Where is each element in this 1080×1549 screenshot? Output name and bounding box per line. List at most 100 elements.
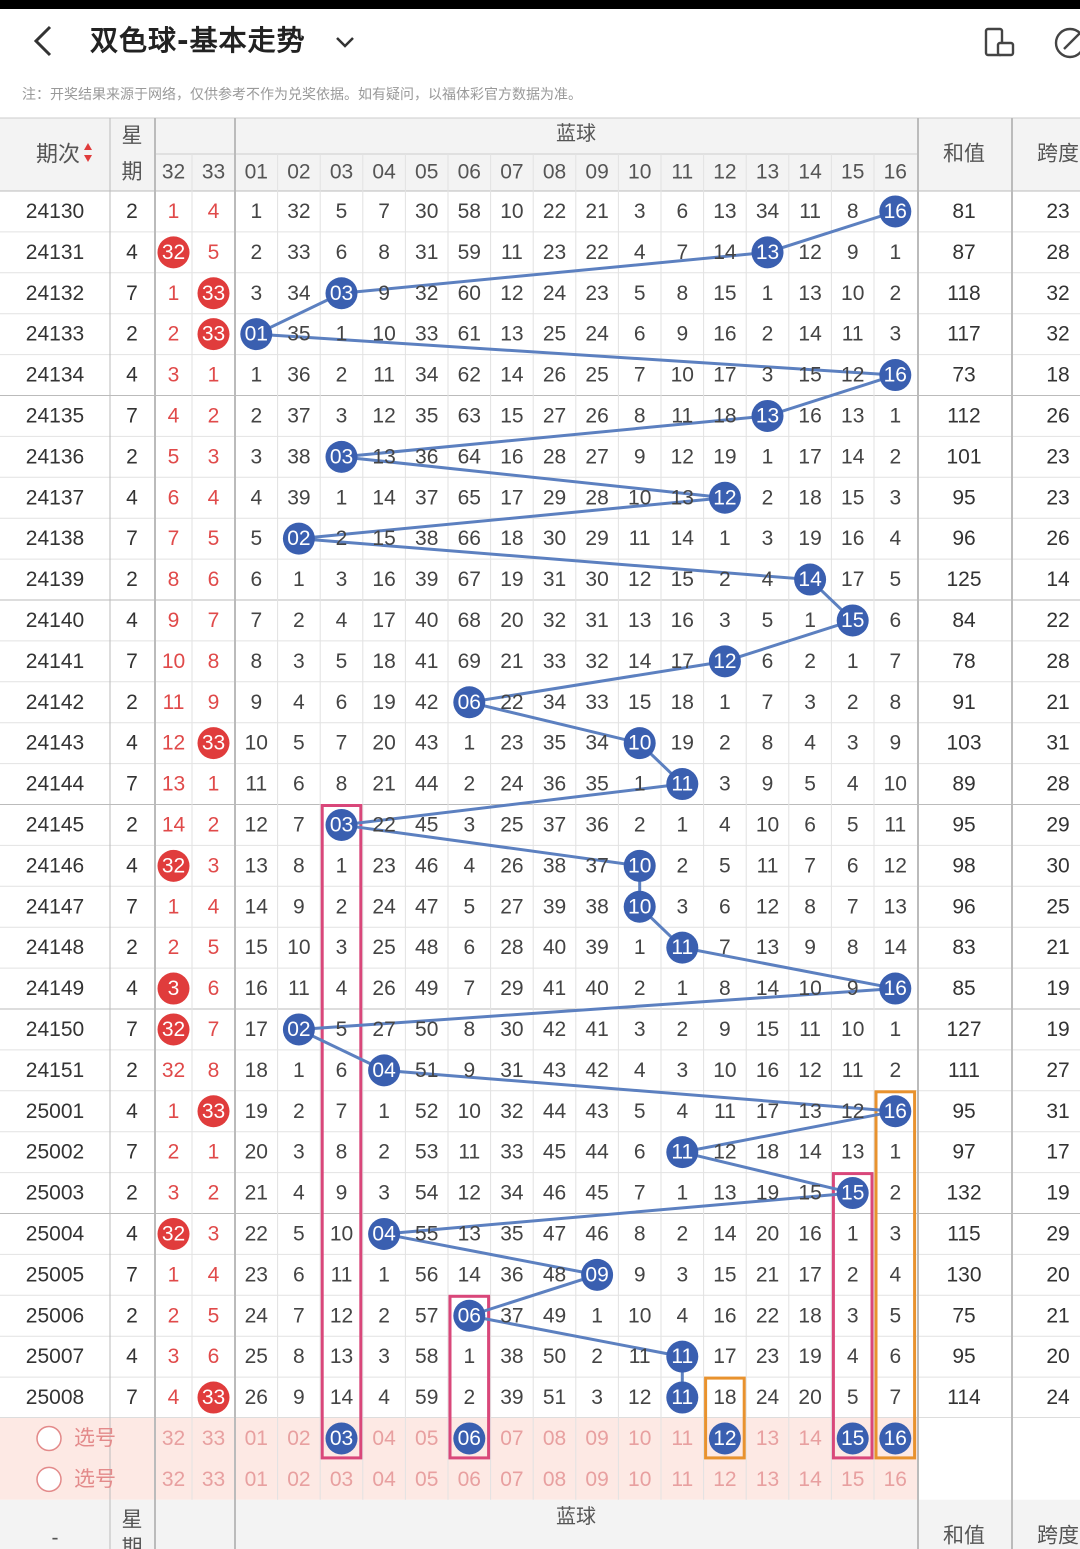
footer-header-bg	[0, 1499, 1080, 1549]
blue-cell: 39	[500, 1386, 523, 1409]
tail-cell: 3	[208, 1222, 220, 1245]
blue-cell: 34	[756, 200, 780, 223]
page-title[interactable]: 双色球-基本走势	[90, 24, 306, 57]
select-ball-option[interactable]: 01	[245, 1427, 268, 1450]
blue-cell: 2	[676, 1222, 688, 1245]
blue-cell: 16	[841, 527, 864, 550]
share-button[interactable]	[1050, 23, 1080, 63]
selected-ball-number[interactable]: 15	[841, 1427, 864, 1450]
blue-cell: 9	[463, 1059, 475, 1082]
select-ball-option[interactable]: 07	[500, 1468, 523, 1491]
sort-up-icon[interactable]	[84, 143, 92, 150]
selected-ball-marker[interactable]	[836, 1422, 869, 1455]
select-ball-option[interactable]: 05	[415, 1468, 438, 1491]
blue-cell: 68	[458, 609, 481, 632]
blue-cell: 3	[250, 445, 262, 468]
select-ball-option[interactable]: 16	[884, 1468, 907, 1491]
select-ball-option[interactable]: 11	[671, 1468, 693, 1491]
select-ball-option[interactable]: 08	[543, 1468, 566, 1491]
blue-cell: 3	[463, 813, 475, 836]
blue-cell: 10	[372, 323, 395, 346]
period-cell: 24146	[26, 854, 84, 877]
select-ball-option[interactable]: 11	[671, 1427, 693, 1450]
blue-cell: 18	[798, 1304, 821, 1327]
blue-cell: 7	[463, 977, 475, 1000]
select-ball-option[interactable]: 04	[372, 1427, 396, 1450]
selected-ball-marker[interactable]	[453, 1422, 486, 1455]
blue-cell: 8	[676, 282, 688, 305]
blue-cell: 37	[415, 486, 438, 509]
select-tail-option[interactable]: 32	[162, 1468, 185, 1491]
highlight-box-16	[874, 1090, 917, 1460]
select-ball-option[interactable]: 10	[628, 1427, 651, 1450]
blue-cell: 9	[378, 282, 390, 305]
back-button[interactable]	[22, 19, 66, 63]
selected-ball-marker[interactable]	[879, 1422, 912, 1455]
blue-cell: 5	[336, 650, 348, 673]
select-ball-option[interactable]: 12	[713, 1468, 736, 1491]
select-tail-option[interactable]: 33	[202, 1427, 225, 1450]
select-radio[interactable]	[36, 1466, 62, 1493]
blue-cell: 3	[676, 1059, 688, 1082]
selected-ball-marker[interactable]	[708, 1422, 741, 1455]
selected-ball-marker[interactable]	[325, 1422, 358, 1455]
blue-cell: 10	[841, 282, 864, 305]
select-ball-option[interactable]: 08	[543, 1427, 566, 1450]
select-ball-option[interactable]: 14	[798, 1427, 822, 1450]
blue-cell: 1	[847, 650, 859, 673]
blue-cell: 7	[889, 1386, 901, 1409]
blue-cell: 46	[543, 1182, 566, 1205]
blue-cell: 15	[500, 404, 523, 427]
blue-cell: 12	[841, 1100, 864, 1123]
select-ball-option[interactable]: 01	[245, 1468, 268, 1491]
select-ball-option[interactable]: 09	[585, 1427, 608, 1450]
blue-cell: 1	[676, 1182, 688, 1205]
select-ball-option[interactable]: 05	[415, 1427, 438, 1450]
blue-ball-marker	[751, 236, 784, 269]
blue-cell: 1	[676, 813, 688, 836]
blue-cell: 9	[847, 977, 859, 1000]
blue-cell: 22	[245, 1222, 268, 1245]
select-ball-option[interactable]: 10	[628, 1468, 651, 1491]
select-ball-option[interactable]: 03	[330, 1468, 353, 1491]
blue-ball-number: 16	[884, 977, 907, 1000]
blue-cell: 1	[762, 445, 774, 468]
blue-cell: 2	[889, 1182, 901, 1205]
blue-cell: 5	[634, 282, 646, 305]
blue-cell: 8	[634, 1222, 646, 1245]
select-ball-option[interactable]: 02	[287, 1427, 310, 1450]
select-ball-option[interactable]: 13	[756, 1427, 779, 1450]
select-radio[interactable]	[36, 1425, 62, 1452]
select-ball-option[interactable]: 13	[756, 1468, 779, 1491]
blue-cell: 8	[847, 200, 859, 223]
blue-cell: 17	[713, 1345, 736, 1368]
select-ball-option[interactable]: 04	[372, 1468, 396, 1491]
select-ball-option[interactable]: 06	[458, 1468, 481, 1491]
layout-toggle-button[interactable]	[980, 23, 1020, 63]
selected-ball-number[interactable]: 06	[458, 1427, 481, 1450]
period-cell: 24144	[26, 773, 85, 796]
select-ball-option[interactable]: 14	[798, 1468, 822, 1491]
selected-ball-number[interactable]: 12	[713, 1427, 736, 1450]
week-cell: 7	[126, 1018, 138, 1041]
blue-cell: 34	[415, 364, 439, 387]
blue-cell: 57	[415, 1304, 438, 1327]
sort-down-icon[interactable]	[84, 155, 92, 162]
span-cell: 22	[1046, 609, 1069, 632]
blue-cell: 16	[798, 404, 821, 427]
select-ball-option[interactable]: 09	[585, 1468, 608, 1491]
sum-cell: 95	[952, 486, 975, 509]
blue-cell: 1	[378, 1263, 390, 1286]
week-cell: 4	[126, 486, 138, 509]
selected-ball-number[interactable]: 03	[330, 1427, 353, 1450]
select-ball-option[interactable]: 07	[500, 1427, 523, 1450]
selected-ball-number[interactable]: 16	[884, 1427, 907, 1450]
select-tail-option[interactable]: 32	[162, 1427, 185, 1450]
blue-cell: 32	[500, 1100, 523, 1123]
blue-cell: 16	[500, 445, 523, 468]
select-ball-option[interactable]: 15	[841, 1468, 864, 1491]
select-tail-option[interactable]: 33	[202, 1468, 225, 1491]
select-ball-option[interactable]: 02	[287, 1468, 310, 1491]
title-dropdown-button[interactable]	[330, 27, 360, 57]
blue-cell: 2	[889, 445, 901, 468]
